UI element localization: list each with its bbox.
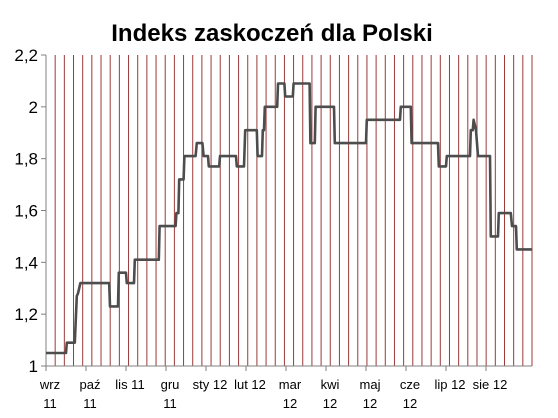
chart-title: Indeks zaskoczeń dla Polski [111,20,432,47]
x-tick-label: kwi [321,377,340,392]
y-tick-label: 2,2 [14,46,38,65]
x-tick-label: gru [161,377,180,392]
x-tick-label-line2: 12 [363,396,377,411]
y-tick-label: 2 [29,98,38,117]
y-tick-label: 1,6 [14,202,38,221]
x-tick-label-line2: 12 [403,396,417,411]
x-tick-label: lut 12 [234,377,266,392]
x-tick-label-line2: 11 [83,396,97,411]
x-axis-tick-labels: wrz 11 paź 11 lis 11 gru 11 sty 12 lut 12 mar 12 kw… [39,377,507,411]
axes [41,54,532,371]
x-tick-label: lis 11 [115,377,144,392]
y-tick-label: 1 [29,357,38,376]
grid [54,55,533,366]
x-tick-label: sty 12 [193,377,228,392]
series-line [46,82,532,355]
y-axis-tick-labels: 1 1,2 1,4 1,6 1,8 2 2,2 [14,46,38,376]
x-tick-label-line2: 12 [283,396,297,411]
y-tick-label: 1,8 [14,150,38,169]
series-layer [46,82,532,355]
x-tick-label: maj [360,377,381,392]
x-tick-label: lip 12 [434,377,465,392]
x-tick-label: mar [279,377,302,392]
x-tick-label-line2: 11 [163,396,177,411]
x-tick-label: sie 12 [473,377,508,392]
x-tick-label: wrz [39,377,60,392]
x-tick-label-line2: 12 [323,396,337,411]
y-tick-label: 1,4 [14,253,38,272]
x-tick-label: paź [80,377,101,392]
x-tick-label: cze [400,377,420,392]
x-tick-label-line2: 11 [43,396,57,411]
y-tick-label: 1,2 [14,305,38,324]
